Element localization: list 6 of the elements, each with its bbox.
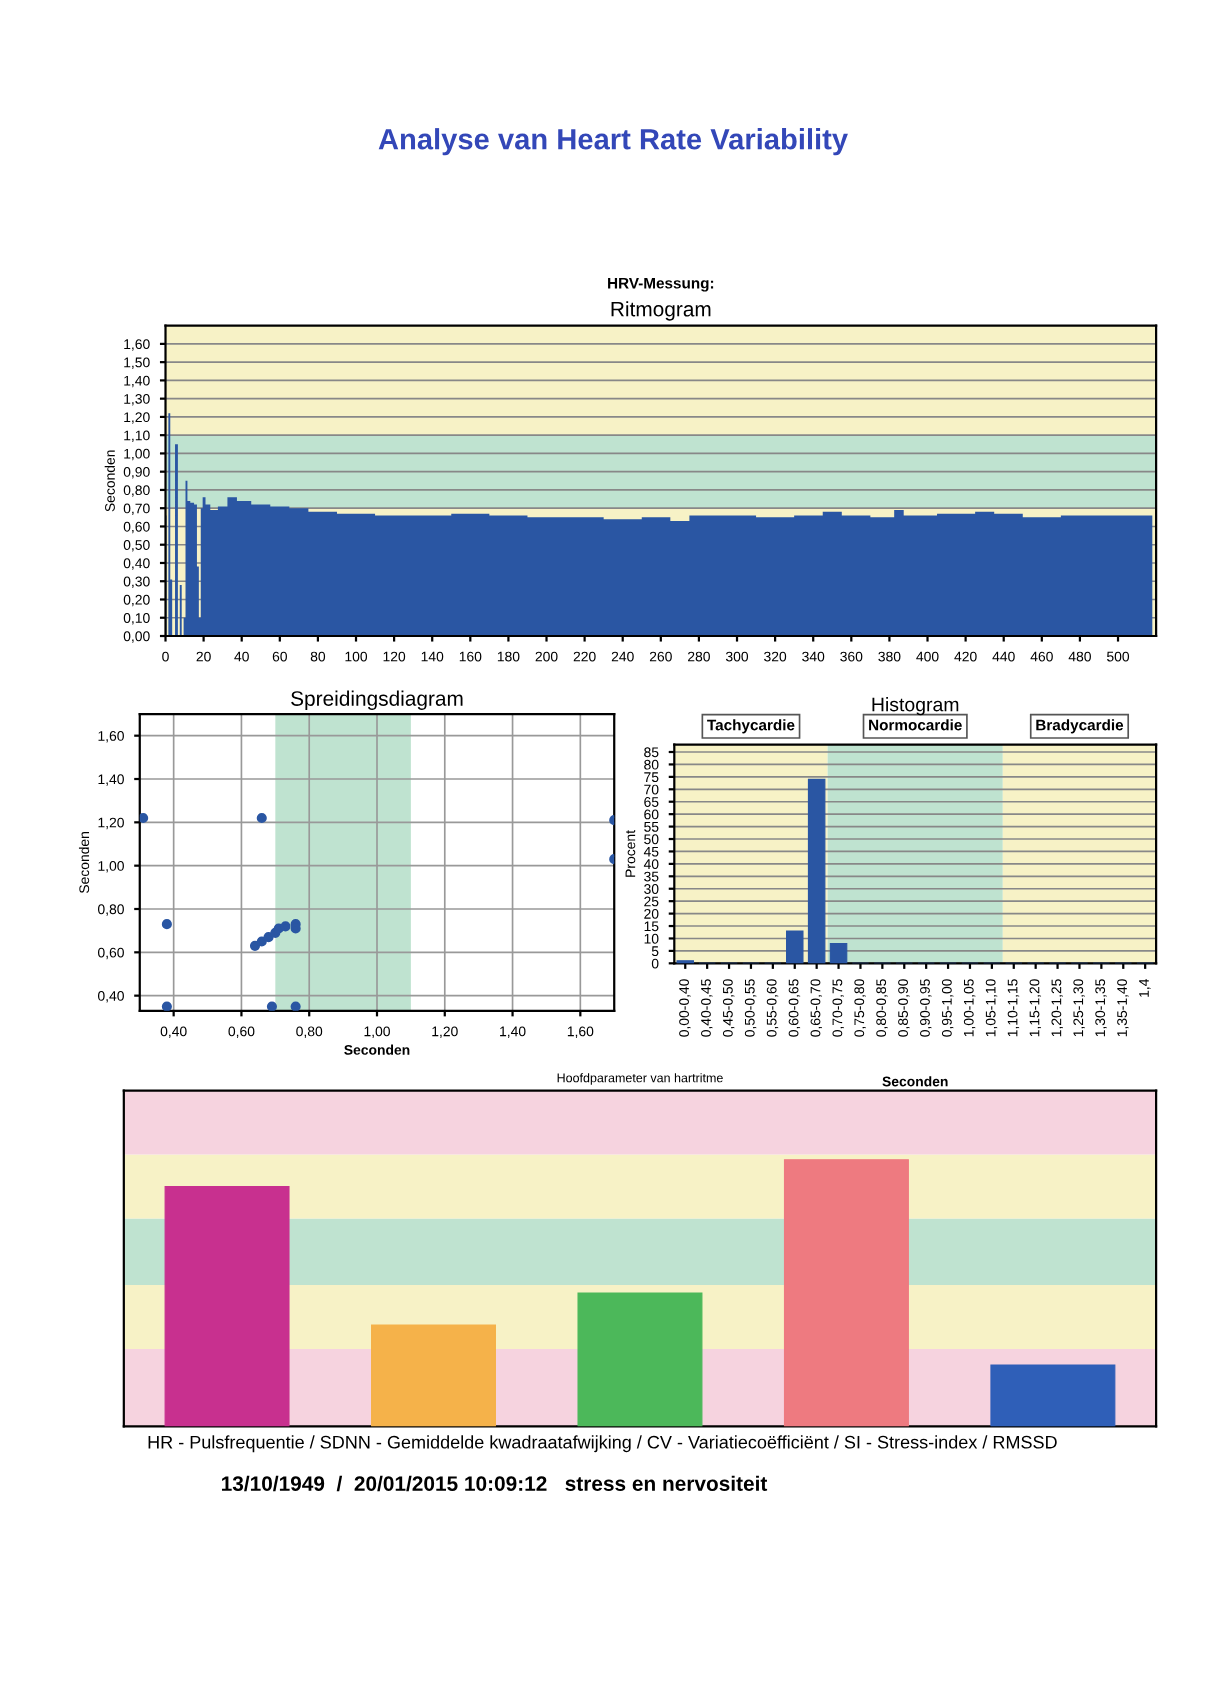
- chart-subtitle: Ritmogram: [611, 301, 711, 321]
- text: HR - Pulsfrequentie / SDNN - Gemiddelde kwadraatafwijking / CV - Variatiecoëfficiënt / SI - Stress-index / RMSSD: [148, 1435, 1057, 1453]
- text: 13/10/1949 / 20/01/2015 10:09:12 stress en nervositeit: [221, 1475, 768, 1492]
- chart-title: Spreidingsdiagram: [291, 690, 463, 711]
- text: Analyse van Heart Rate Variability: [378, 128, 848, 156]
- chart-title: Histogram: [872, 697, 959, 716]
